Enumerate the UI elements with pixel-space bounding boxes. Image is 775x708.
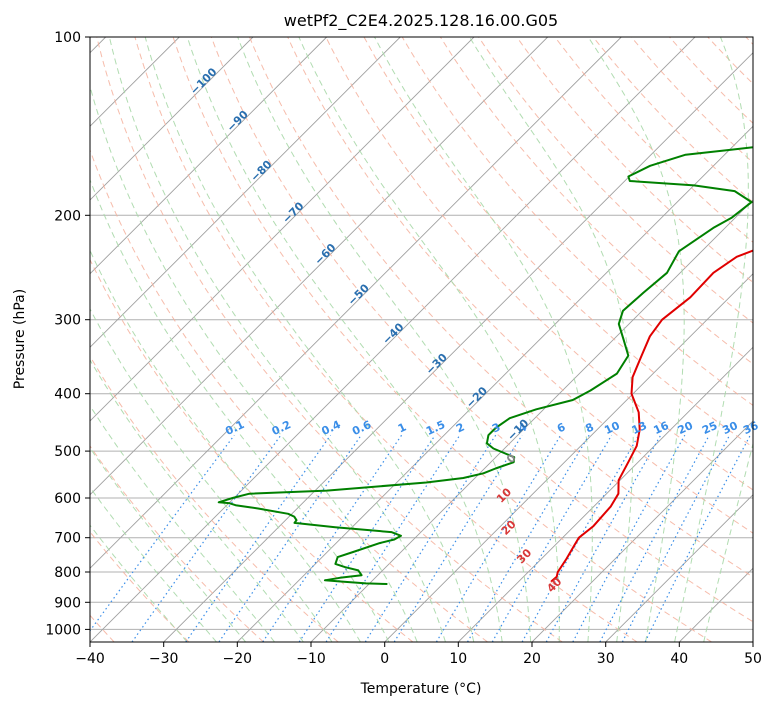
y-tick-label: 800 [54, 565, 81, 581]
isotherm-line [310, 199, 753, 642]
isotherm-line [163, 52, 753, 642]
x-tick-label: −10 [296, 651, 326, 667]
dry-adiabat-line [287, 37, 753, 534]
mixing-ratio-line [521, 434, 640, 642]
moist-adiabat-line [90, 486, 217, 642]
dry-adiabat-line [210, 37, 753, 623]
moist-adiabat-line [90, 358, 304, 642]
isotherm-line [90, 37, 254, 201]
mixing-ratio-line [644, 434, 751, 642]
mixing-ratio-line [621, 434, 731, 642]
isotherm-line [236, 125, 753, 642]
dry-adiabat-line [96, 37, 563, 642]
mixing-ratio-label: 25 [700, 419, 719, 437]
y-tick-label: 500 [54, 444, 81, 460]
dry-adiabat-line [363, 37, 753, 448]
x-axis-title: Temperature (°C) [360, 681, 482, 697]
mixing-ratio-line [435, 434, 562, 642]
x-tick-label: 0 [380, 651, 389, 667]
dry-adiabat-line [90, 445, 264, 642]
y-tick-label: 700 [54, 531, 81, 547]
mixing-ratio-line [599, 434, 710, 642]
x-tick-label: −40 [75, 651, 105, 667]
isotherm-line [457, 346, 753, 642]
isotherm-line [90, 37, 549, 496]
dry-adiabat-line [134, 37, 638, 642]
x-tick-label: 30 [597, 651, 615, 667]
background-lines [90, 37, 753, 642]
moist-adiabat-line [144, 37, 475, 642]
dry-adiabat-line [592, 37, 753, 203]
mixing-ratio-label: 10 [602, 419, 622, 437]
dry-adiabat-line [90, 258, 414, 642]
dry-adiabat-line [478, 37, 753, 324]
y-tick-label: 1000 [45, 622, 81, 638]
temperature-profile-line [550, 249, 753, 583]
moist-adiabat-line [90, 404, 275, 642]
y-tick-label: 200 [54, 208, 81, 224]
x-tick-label: 50 [744, 651, 762, 667]
dry-adiabat-line [325, 37, 753, 491]
dry-adiabat-line [516, 37, 753, 284]
isotherm-line [605, 494, 753, 642]
isotherm-line [90, 37, 328, 275]
x-tick-label: −20 [223, 651, 253, 667]
dry-adiabat-line [401, 37, 753, 406]
moist-adiabat-line [90, 249, 361, 642]
y-axis-title: Pressure (hPa) [12, 289, 28, 389]
dry-adiabat-line [249, 37, 753, 578]
profile-lines [217, 146, 753, 585]
moist-adiabat-line [186, 37, 503, 642]
moist-adiabat-line [90, 447, 246, 642]
y-tick-label: 600 [54, 491, 81, 507]
isotherm-line [531, 420, 753, 642]
chart-title: wetPf2_C2E4.2025.128.16.00.G05 [284, 11, 558, 31]
x-tick-label: 10 [449, 651, 467, 667]
moist-adiabat-line [703, 441, 753, 642]
isotherm-line [384, 273, 753, 642]
mixing-ratio-line [545, 434, 662, 642]
x-tick-label: 20 [523, 651, 541, 667]
x-tick-label: 40 [670, 651, 688, 667]
mixing-ratio-label: 20 [676, 419, 696, 437]
moist-adiabat-line [237, 37, 532, 642]
mixing-ratio-label: 36 [741, 419, 761, 437]
mixing-ratio-label: 30 [720, 419, 740, 437]
isotherm-line [90, 37, 622, 569]
moist-adiabat-line [90, 524, 188, 642]
y-tick-label: 900 [54, 595, 81, 611]
moist-adiabat-line [587, 37, 685, 642]
moist-adiabat-line [374, 37, 593, 642]
axis-ticks: −40 −30 −20 −10 0 10 20 30 40 50 100 200 300 400 500 60… [45, 30, 762, 667]
x-tick-label: −30 [149, 651, 179, 667]
y-tick-label: 400 [54, 387, 81, 403]
mixing-ratio-line [572, 434, 686, 642]
mixing-ratio-label: 13 [630, 419, 649, 437]
y-tick-label: 300 [54, 313, 81, 329]
moist-adiabat-line [298, 37, 560, 642]
dry-adiabat-line [630, 37, 753, 164]
mixing-ratio-label: 16 [652, 419, 672, 437]
mixing-ratio-line [491, 434, 613, 642]
moist-adiabat-line [90, 84, 418, 642]
mixing-ratio-line [298, 434, 436, 642]
mixing-ratio-line [262, 434, 403, 642]
moist-adiabat-line [108, 37, 446, 642]
moist-adiabat-line [674, 37, 749, 642]
plot-frame [89, 36, 754, 643]
y-tick-label: 100 [54, 30, 81, 46]
moist-adiabat-line [90, 308, 333, 642]
moist-adiabat-line [469, 37, 634, 642]
moist-adiabat-line [90, 178, 390, 642]
dewpoint-profile-line [217, 146, 753, 585]
dry-adiabat-line [172, 37, 712, 642]
